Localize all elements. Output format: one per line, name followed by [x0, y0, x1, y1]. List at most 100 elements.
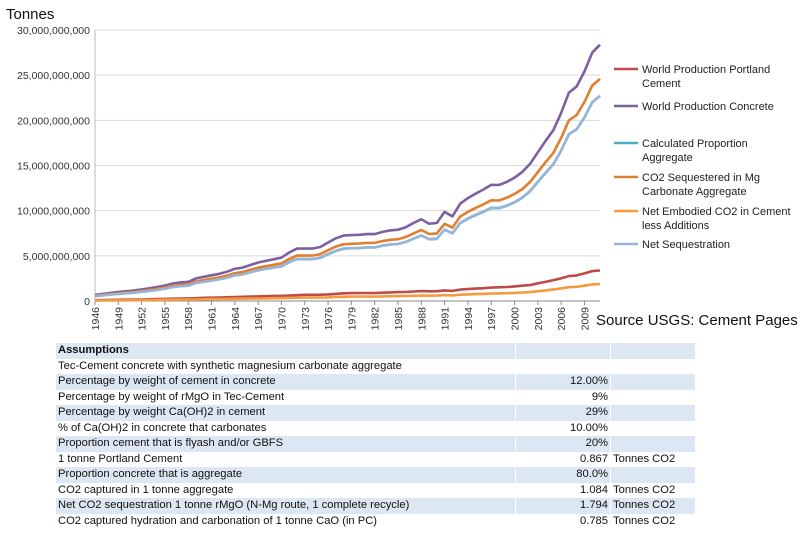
series-lines — [94, 43, 601, 302]
table-row: Percentage by weight of rMgO in Tec-Ceme… — [56, 389, 695, 405]
x-tick-label: 1988 — [416, 307, 428, 331]
table-row: 1 tonne Portland Cement 0.867 Tonnes CO2 — [56, 451, 695, 467]
assumptions-table: Assumptions Tec-Cement concrete with synt… — [56, 343, 695, 529]
x-tick-label: 1964 — [230, 307, 242, 331]
value-cell: 12.00% — [515, 374, 611, 390]
x-tick-label: 1967 — [253, 307, 265, 331]
label-cell: Percentage by weight of cement in concre… — [56, 374, 516, 390]
x-tick-label: 2009 — [579, 307, 591, 331]
table-row: Net CO2 sequestration 1 tonne rMgO (N-Mg… — [56, 498, 695, 514]
y-tick-label: 30,000,000,000 — [17, 25, 90, 37]
x-tick-label: 1985 — [393, 307, 405, 331]
legend-label-line: Net Embodied CO2 in Cement — [642, 206, 791, 218]
y-tick-label: 10,000,000,000 — [17, 206, 90, 218]
legend-label: Net Sequestration — [642, 239, 730, 251]
legend-label: World Production Portland Cement — [642, 64, 770, 90]
value-cell — [515, 343, 611, 359]
label-cell: Net CO2 sequestration 1 tonne rMgO (N-Mg… — [56, 498, 516, 514]
legend-label: Calculated Proportion Aggregate — [642, 138, 748, 164]
value-cell: 80.0% — [515, 467, 611, 483]
chart: Tonnes 0 5,000,000,000 10,000,000,000 15,00… — [6, 6, 791, 330]
legend-label-line: Net Sequestration — [642, 239, 730, 251]
y-tick-label: 0 — [84, 296, 90, 308]
label-cell: Percentage by weight of rMgO in Tec-Ceme… — [56, 389, 516, 405]
x-axis: 1946 1949 1952 1955 1958 1961 1964 1967 1970 1973… — [90, 30, 600, 330]
unit-cell — [610, 343, 695, 359]
unit-cell: Tonnes CO2 — [610, 513, 695, 529]
value-cell: 0.867 — [515, 451, 611, 467]
x-tick-label: 2006 — [556, 307, 568, 331]
series-line-1 — [94, 43, 601, 297]
x-tick-label: 1994 — [463, 307, 475, 331]
y-tick-label: 25,000,000,000 — [17, 70, 90, 82]
legend-label-line: CO2 Sequestered in Mg — [642, 172, 760, 184]
table-header-row: Assumptions — [56, 343, 695, 359]
legend-label-line: Cement — [642, 78, 681, 90]
legend-label-line: World Production Concrete — [642, 101, 774, 113]
unit-cell — [610, 436, 695, 452]
unit-cell — [610, 467, 695, 483]
legend-label-line: Calculated Proportion — [642, 138, 748, 150]
x-tick-label: 1997 — [486, 307, 498, 331]
value-cell: 9% — [515, 389, 611, 405]
x-tick-label: 1970 — [276, 307, 288, 331]
unit-cell — [610, 405, 695, 421]
y-tick-label: 15,000,000,000 — [17, 161, 90, 173]
y-axis-title: Tonnes — [6, 6, 54, 23]
legend-label: World Production Concrete — [642, 101, 774, 113]
x-tick-label: 1958 — [183, 307, 195, 331]
legend-label-line: Carbonate Aggregate — [642, 186, 747, 198]
unit-cell: Tonnes CO2 — [610, 482, 695, 498]
value-cell: 1.794 — [515, 498, 611, 514]
x-tick-label: 1949 — [113, 307, 125, 331]
label-cell: Proportion concrete that is aggregate — [56, 467, 516, 483]
label-cell: Proportion cement that is flyash and/or … — [56, 436, 516, 452]
source-caption: Source USGS: Cement Pages — [596, 312, 798, 329]
x-tick-label: 1946 — [90, 307, 102, 331]
label-cell: 1 tonne Portland Cement — [56, 451, 516, 467]
table-row: CO2 captured in 1 tonne aggregate 1.084 To… — [56, 482, 695, 498]
x-tick-label: 1952 — [137, 307, 149, 331]
x-tick-label: 1991 — [440, 307, 452, 331]
unit-cell — [610, 389, 695, 405]
unit-cell: Tonnes CO2 — [610, 451, 695, 467]
gridlines — [95, 29, 600, 257]
x-tick-label: 1955 — [160, 307, 172, 331]
legend-label-line: World Production Portland — [642, 64, 770, 76]
unit-cell — [610, 374, 695, 390]
label-cell: Percentage by weight Ca(OH)2 in cement — [56, 405, 516, 421]
table-row: % of Ca(OH)2 in concrete that carbonates… — [56, 420, 695, 436]
x-tick-label: 1976 — [323, 307, 335, 331]
x-tick-label: 1979 — [346, 307, 358, 331]
table-row: Percentage by weight of cement in concre… — [56, 374, 695, 390]
x-tick-label: 2003 — [533, 307, 545, 331]
x-tick-label: 1973 — [300, 307, 312, 331]
series-line-3 — [94, 77, 601, 298]
table-row: Proportion concrete that is aggregate 80.… — [56, 467, 695, 483]
legend-label-line: Aggregate — [642, 152, 693, 164]
legend-label-line: less Additions — [642, 220, 710, 232]
value-cell: 29% — [515, 405, 611, 421]
x-tick-label: 1982 — [370, 307, 382, 331]
y-tick-labels: 0 5,000,000,000 10,000,000,000 15,000,000,0… — [17, 25, 90, 308]
x-tick-label: 1961 — [207, 307, 219, 331]
y-tick-label: 5,000,000,000 — [23, 251, 90, 263]
value-cell: 10.00% — [515, 420, 611, 436]
y-tick-label: 20,000,000,000 — [17, 115, 90, 127]
label-cell: CO2 captured in 1 tonne aggregate — [56, 482, 516, 498]
value-cell: 1.084 — [515, 482, 611, 498]
value-cell: 0.785 — [515, 513, 611, 529]
series-line-4 — [95, 282, 601, 302]
legend-label: CO2 Sequestered in Mg Carbonate Aggregate — [642, 172, 760, 198]
legend-label: Net Embodied CO2 in Cement less Additions — [642, 206, 791, 232]
label-cell: Assumptions — [56, 343, 516, 359]
label-cell: Tec-Cement concrete with synthetic magne… — [56, 358, 516, 374]
label-cell: CO2 captured hydration and carbonation o… — [56, 513, 516, 529]
unit-cell — [610, 358, 695, 374]
value-cell — [515, 358, 611, 374]
label-cell: % of Ca(OH)2 in concrete that carbonates — [56, 420, 516, 436]
value-cell: 20% — [515, 436, 611, 452]
table-row: CO2 captured hydration and carbonation o… — [56, 513, 695, 529]
series-line-5 — [94, 94, 601, 298]
